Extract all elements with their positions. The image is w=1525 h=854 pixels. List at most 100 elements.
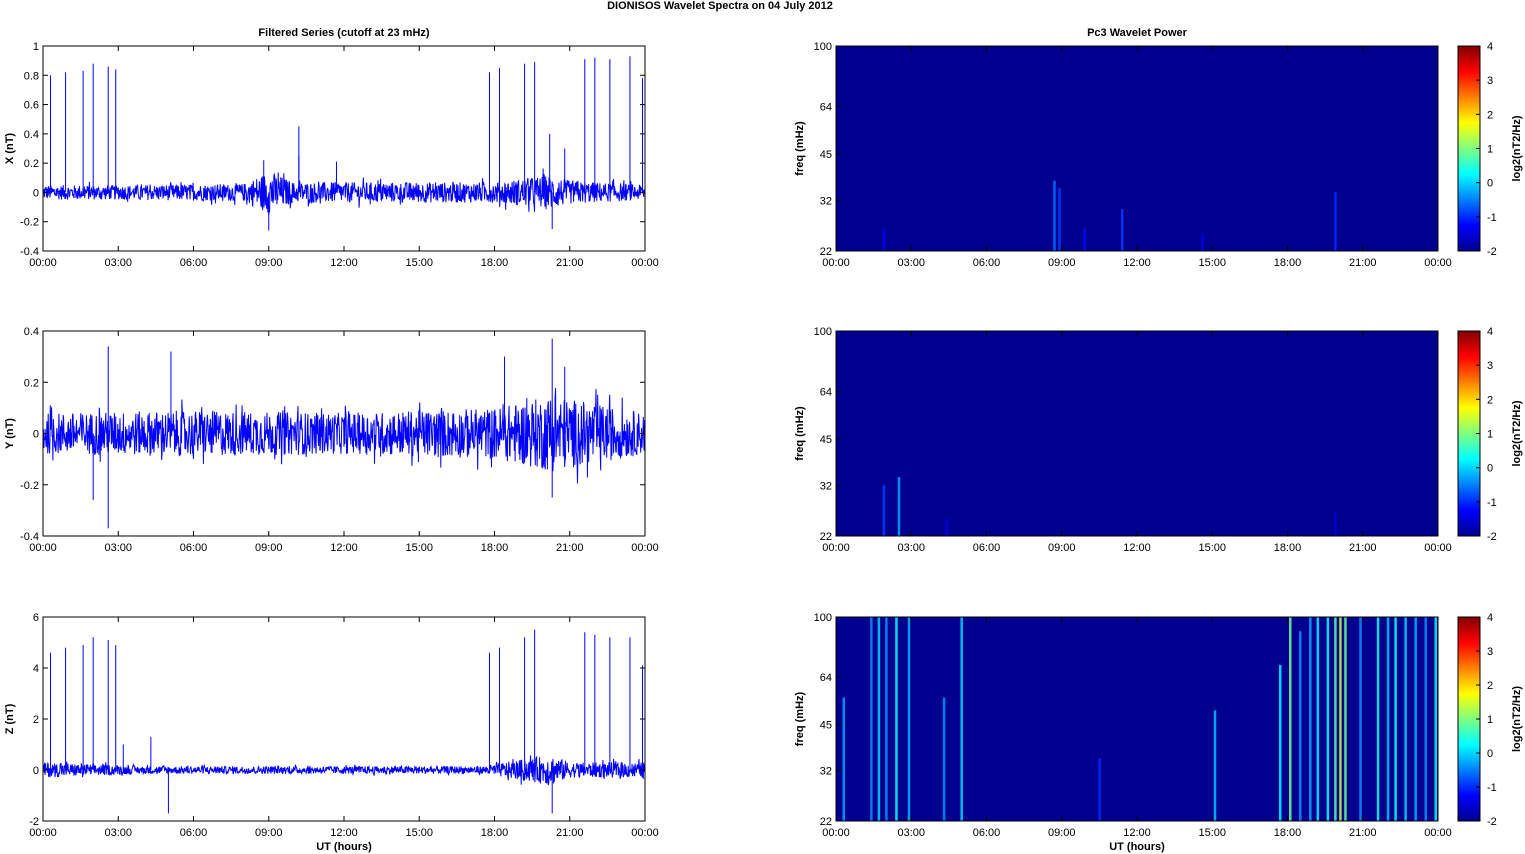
power-x-xtick-label: 12:00 (1123, 257, 1151, 269)
series-y-trace (42, 387, 646, 484)
power-z-xtick-label: 21:00 (1349, 827, 1377, 839)
power-z-xtick-label: 18:00 (1274, 827, 1302, 839)
power-z-ytick-label: 22 (820, 816, 832, 828)
power-x-heatmap-background (836, 46, 1438, 251)
power-z-colorbar-tick-label: 4 (1487, 612, 1493, 624)
power-x-ytick-label: 100 (814, 41, 832, 53)
series-x-ytick-label: 0.6 (24, 100, 39, 112)
series-z-xtick-label: 00:00 (631, 827, 659, 839)
power-z-event-streak (1316, 617, 1320, 821)
series-z-ytick-label: 4 (33, 663, 39, 675)
series-x-ytick-label: 0.4 (24, 129, 39, 141)
power-y-ytick-label: 22 (820, 531, 832, 543)
series-x-ytick-label: 0.8 (24, 70, 39, 82)
power-z-colorbar-tick-label: -2 (1487, 816, 1497, 828)
power-x-event-streak (1058, 188, 1061, 251)
power-y-xtick-label: 15:00 (1198, 542, 1226, 554)
series-x-xtick-label: 00:00 (29, 257, 57, 269)
power-z-colorbar-tick-label: 0 (1487, 748, 1493, 760)
power-z-event-streak (1339, 617, 1342, 821)
power-x-xtick-label: 15:00 (1198, 257, 1226, 269)
power-z-xtick-label: 03:00 (897, 827, 925, 839)
power-x-colorbar-tick-label: -1 (1487, 212, 1497, 224)
power-z-event-streak (1289, 617, 1292, 821)
power-z-colorbar-tick-label: 1 (1487, 714, 1493, 726)
power-x-xtick-label: 00:00 (1424, 257, 1452, 269)
power-z-event-streak (1434, 617, 1437, 821)
power-x-event-streak (1334, 192, 1337, 251)
power-z-xtick-label: 12:00 (1123, 827, 1151, 839)
series-y-ytick-label: 0.2 (24, 377, 39, 389)
series-x-ytick-label: 0.2 (24, 158, 39, 170)
power-z-event-streak (895, 617, 898, 821)
power-x-xtick-label: 06:00 (973, 257, 1001, 269)
power-z-heatmap-background (836, 617, 1438, 821)
figure-title: DIONISOS Wavelet Spectra on 04 July 2012 (607, 0, 833, 12)
power-y-xtick-label: 06:00 (973, 542, 1001, 554)
power-z-event-streak (1309, 617, 1312, 821)
series-z-xtick-label: 03:00 (104, 827, 132, 839)
series-z-xtick-label: 00:00 (29, 827, 57, 839)
power-z-event-streak (877, 617, 881, 821)
series-z-plot-area (43, 617, 645, 821)
power-y-colorbar-tick-label: 3 (1487, 360, 1493, 372)
power-z-event-streak (907, 617, 911, 821)
power-x-event-streak (1120, 209, 1124, 251)
series-y-ytick-label: 0 (33, 429, 39, 441)
power-x-ytick-label: 32 (820, 195, 832, 207)
power-y-colorbar-tick-label: 2 (1487, 394, 1493, 406)
power-z-event-streak (1098, 758, 1101, 821)
power-x-colorbar-tick-label: 3 (1487, 75, 1493, 87)
power-y-event-streak (897, 477, 901, 536)
left-xlabel: UT (hours) (316, 841, 372, 853)
power-z-event-streak (1278, 665, 1282, 821)
power-z-event-streak (870, 617, 873, 821)
power-z-event-streak (1404, 617, 1407, 821)
power-x-xtick-label: 18:00 (1274, 257, 1302, 269)
power-z-xtick-label: 09:00 (1048, 827, 1076, 839)
series-z-xtick-label: 15:00 (405, 827, 433, 839)
series-x-xtick-label: 00:00 (631, 257, 659, 269)
power-z-xtick-label: 00:00 (822, 827, 850, 839)
power-z-event-streak (1299, 631, 1302, 821)
power-z-colorbar-label: log2(nT2/Hz) (1511, 686, 1523, 752)
power-z-colorbar-tick-label: -1 (1487, 782, 1497, 794)
power-z-event-streak (1344, 617, 1347, 821)
series-z-ytick-label: 0 (33, 765, 39, 777)
power-y-ylabel: freq (mHz) (794, 406, 806, 461)
power-y-event-streak (945, 518, 948, 536)
series-x-xtick-label: 12:00 (330, 257, 358, 269)
right-column-title: Pc3 Wavelet Power (1087, 27, 1188, 39)
power-z-event-streak (1394, 617, 1397, 821)
series-x-plot-area (43, 46, 645, 251)
series-z-xtick-label: 06:00 (180, 827, 208, 839)
power-y-ytick-label: 45 (820, 434, 832, 446)
series-y-ytick-label: -0.2 (20, 480, 39, 492)
series-x-xtick-label: 18:00 (481, 257, 509, 269)
power-z-ytick-label: 32 (820, 766, 832, 778)
power-x-event-streak (1083, 228, 1086, 251)
series-y-ytick-label: 0.4 (24, 326, 39, 338)
series-x-xtick-label: 06:00 (180, 257, 208, 269)
power-y-colorbar-tick-label: 1 (1487, 429, 1493, 441)
series-y-xtick-label: 18:00 (481, 542, 509, 554)
series-x-trace (42, 168, 646, 215)
series-z-ytick-label: -2 (29, 816, 39, 828)
power-z-event-streak (842, 697, 846, 821)
power-x-xtick-label: 09:00 (1048, 257, 1076, 269)
power-z-ytick-label: 100 (814, 612, 832, 624)
power-x-colorbar-tick-label: -2 (1487, 246, 1497, 258)
series-z-trace (42, 755, 646, 786)
power-y-colorbar-tick-label: 0 (1487, 463, 1493, 475)
power-y-ytick-label: 32 (820, 480, 832, 492)
series-z-xtick-label: 21:00 (556, 827, 584, 839)
power-z-event-streak (1213, 710, 1217, 821)
series-z-xtick-label: 09:00 (255, 827, 283, 839)
power-x-ytick-label: 64 (820, 101, 832, 113)
left-column-title: Filtered Series (cutoff at 23 mHz) (258, 27, 429, 39)
series-x-xtick-label: 21:00 (556, 257, 584, 269)
power-x-ylabel: freq (mHz) (794, 121, 806, 176)
series-y-xtick-label: 09:00 (255, 542, 283, 554)
power-y-xtick-label: 00:00 (1424, 542, 1452, 554)
